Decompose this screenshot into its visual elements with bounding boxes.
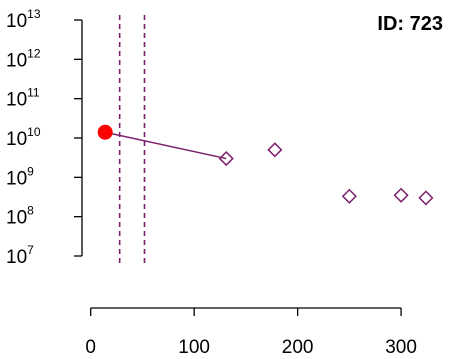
x-tick-label: 200: [282, 337, 314, 358]
y-tick-label: 107: [6, 243, 34, 268]
y-tick-label: 109: [6, 164, 34, 189]
diamond-point: [395, 189, 408, 202]
y-tick-label: 1013: [6, 7, 41, 32]
y-tick-label: 108: [6, 204, 34, 229]
reference-point: [98, 125, 113, 140]
diamond-point: [268, 143, 281, 156]
diamond-point: [419, 191, 432, 204]
y-tick-label: 1010: [6, 125, 41, 150]
y-tick-label: 1011: [6, 86, 40, 111]
y-tick-label: 1012: [6, 46, 41, 71]
y-axis: 107 108 109 1010 1011 1012 1013: [6, 7, 82, 268]
connector-line-group: [105, 132, 226, 158]
x-tick-label: 0: [85, 337, 96, 358]
diamond-point: [343, 190, 356, 203]
data-points: [220, 143, 433, 204]
x-tick-label: 300: [385, 337, 417, 358]
id-label: ID: 723: [377, 13, 443, 35]
reference-point-group: [98, 125, 113, 140]
x-tick-label: 100: [178, 337, 210, 358]
connector-line: [105, 132, 226, 158]
x-axis: 0 100 200 300: [85, 308, 417, 358]
